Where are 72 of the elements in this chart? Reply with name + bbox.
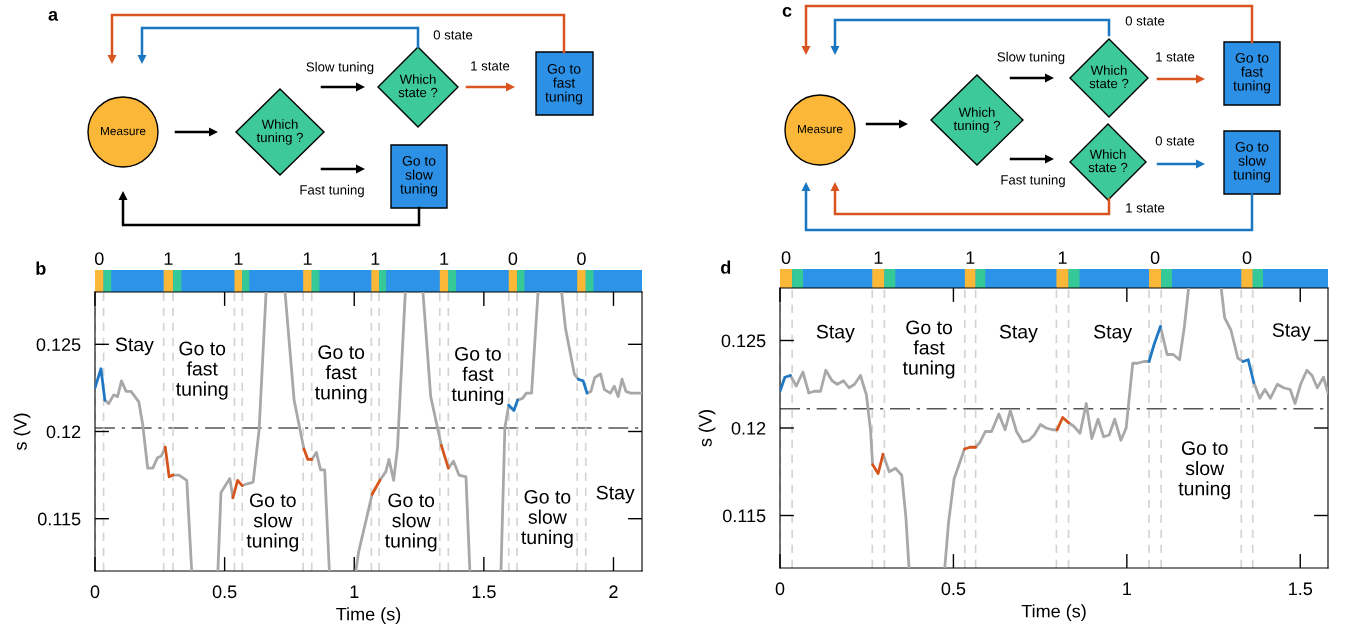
text: 1 <box>874 251 883 264</box>
annotation: Stay <box>1272 323 1311 341</box>
x-tick-label: 1.5 <box>472 585 496 599</box>
text: Measure <box>798 124 843 134</box>
y-tick-label: 0.12 <box>46 425 81 439</box>
y-tick-label: 0.115 <box>722 509 766 523</box>
text: 0 <box>94 252 104 266</box>
annotation: Go to fast tuning <box>451 346 504 405</box>
text: 0 <box>781 251 791 265</box>
x-tick-label: 2 <box>609 585 618 598</box>
text: 0 state <box>1155 136 1195 146</box>
text: 1 state <box>1156 52 1195 62</box>
text: Which state ? <box>1089 65 1129 89</box>
text: 1 state <box>1126 203 1165 213</box>
text: 0 <box>508 252 518 266</box>
text: Which state ? <box>1088 149 1128 173</box>
annotation: Go to slow tuning <box>246 493 299 552</box>
annotation: Go to fast tuning <box>176 341 228 400</box>
annotation: Stay <box>115 337 154 356</box>
chart-title: b <box>36 261 46 275</box>
annotation: Go to slow tuning <box>384 493 437 552</box>
annotation: Stay <box>999 324 1038 343</box>
text: Slow tuning <box>997 51 1065 65</box>
text: Go to fast tuning <box>1233 52 1271 94</box>
text: Go to slow tuning <box>400 155 438 197</box>
text: 1 <box>440 252 449 265</box>
x-tick-label: 1.5 <box>1289 582 1313 596</box>
text: Measure <box>101 126 146 136</box>
text: Go to fast tuning <box>545 63 583 105</box>
text: Go to slow tuning <box>1233 141 1271 183</box>
x-tick-label: 0.5 <box>212 585 237 599</box>
annotation: Stay <box>816 324 855 343</box>
chart-title: d <box>721 260 731 274</box>
text: 1 state <box>471 61 510 71</box>
x-axis-title: Time (s) <box>336 607 401 625</box>
annotation: Stay <box>596 485 635 504</box>
x-axis-title: Time (s) <box>1021 604 1086 622</box>
text: 1 <box>371 252 380 265</box>
annotation: Go to slow tuning <box>1178 441 1230 500</box>
x-tick-label: 0 <box>775 582 785 596</box>
text: Slow tuning <box>306 61 374 75</box>
text: 1 <box>1058 251 1067 264</box>
annotation: Go to fast tuning <box>902 320 955 379</box>
x-tick-label: 1 <box>350 585 359 598</box>
text: 1 <box>966 251 975 264</box>
annotation: Stay <box>1094 324 1133 343</box>
text: 1 <box>164 252 173 265</box>
text: 0 <box>1242 251 1252 265</box>
text: 1 <box>234 252 243 265</box>
y-tick-label: 0.115 <box>37 512 81 526</box>
y-tick-label: 0.125 <box>721 334 766 348</box>
text: Fast tuning <box>300 184 364 198</box>
text: 0 state <box>433 30 473 40</box>
y-axis-title: s (V) <box>698 410 716 447</box>
x-tick-label: 0 <box>90 585 100 599</box>
text: Which tuning ? <box>953 107 1000 133</box>
annotation: Go to fast tuning <box>314 345 367 404</box>
text: 0 <box>1150 251 1160 265</box>
text: 0 <box>577 252 586 266</box>
y-tick-label: 0.125 <box>36 338 81 352</box>
x-tick-label: 0.5 <box>941 582 966 596</box>
y-axis-title: s (V) <box>13 413 31 451</box>
text: 1 <box>303 252 312 265</box>
text: Which state ? <box>398 74 438 98</box>
text: Which tuning ? <box>256 119 303 145</box>
text: 0 state <box>1125 16 1165 26</box>
x-tick-label: 1 <box>1123 582 1131 595</box>
text: a <box>48 10 59 21</box>
text: c <box>782 6 792 17</box>
annotation: Go to slow tuning <box>521 489 573 548</box>
text: Fast tuning <box>1001 174 1065 188</box>
y-tick-label: 0.12 <box>731 421 766 435</box>
